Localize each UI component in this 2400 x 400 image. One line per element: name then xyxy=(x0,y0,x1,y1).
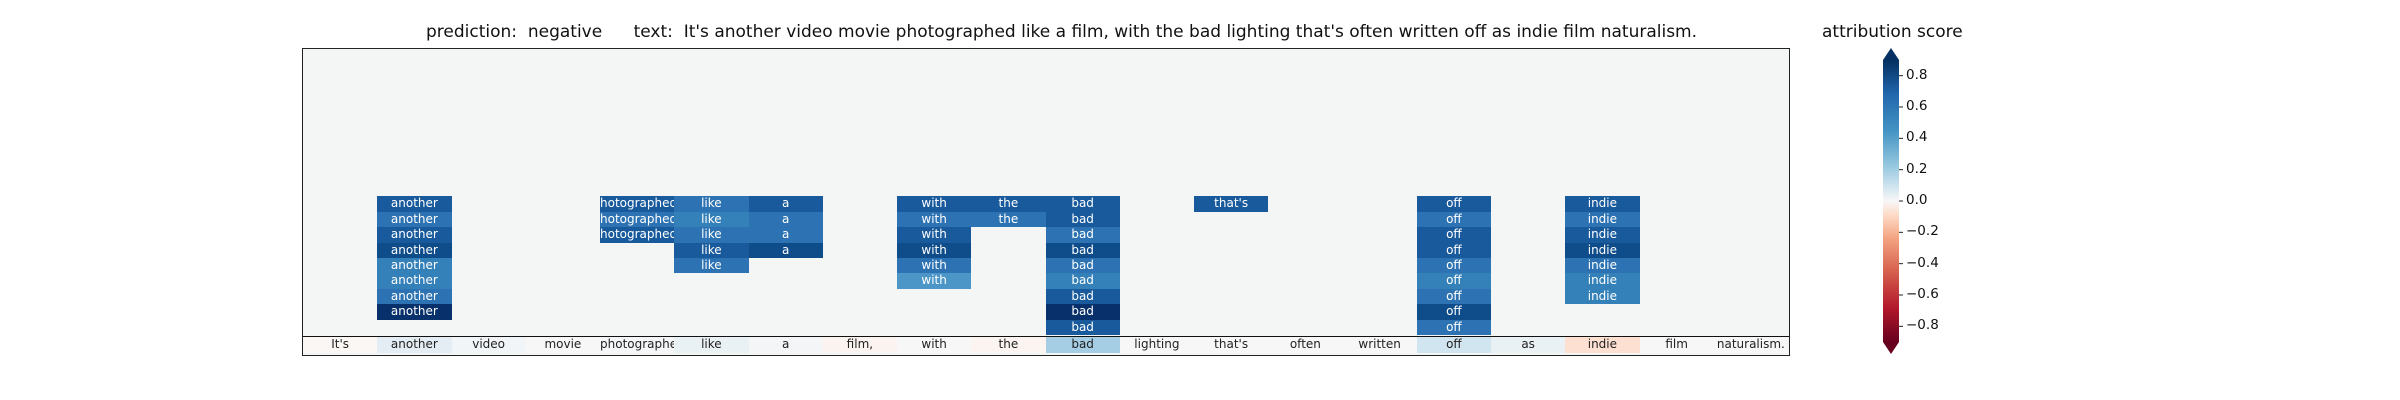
text-value: It's another video movie photographed li… xyxy=(683,22,1698,42)
attribution-cell: bad xyxy=(1045,242,1120,258)
attribution-colorbar: 0.8 0.6 0.4 0.2 0.0 −0.2 −0.4 −0.6 −0.8 xyxy=(1880,48,1939,354)
colorbar-tick-label: −0.2 xyxy=(1906,223,1939,240)
prediction-value: negative xyxy=(527,22,603,42)
attribution-cell: another xyxy=(377,304,452,320)
token-cell: indie xyxy=(1565,337,1640,353)
token-row-divider xyxy=(303,336,1789,337)
attribution-cell: indie xyxy=(1565,288,1640,305)
attribution-cell: indie xyxy=(1565,227,1640,243)
token-cell: photographed xyxy=(600,337,685,353)
colorbar-title: attribution score xyxy=(1822,22,1963,42)
attribution-cell: bad xyxy=(1045,288,1120,305)
prediction-text-title: prediction: negative text: It's another … xyxy=(426,22,1697,42)
token-cell: lighting xyxy=(1119,337,1194,353)
token-cell: It's xyxy=(303,337,378,353)
text-label: text: xyxy=(633,22,673,42)
attribution-cell: another xyxy=(377,273,452,289)
attribution-cell: the xyxy=(971,196,1046,212)
attribution-cell: indie xyxy=(1565,196,1640,212)
attribution-cell: with xyxy=(897,227,972,243)
attribution-cell: indie xyxy=(1565,242,1640,258)
attribution-cell: the xyxy=(971,211,1046,228)
attribution-cell: another xyxy=(377,196,452,212)
attribution-cell: off xyxy=(1416,258,1491,274)
token-cell: as xyxy=(1491,337,1566,353)
token-cell: a xyxy=(748,337,823,353)
token-cell: like xyxy=(674,337,749,353)
attribution-cell: another xyxy=(377,258,452,274)
attribution-cell: bad xyxy=(1045,258,1120,274)
attribution-cell: off xyxy=(1416,242,1491,258)
colorbar-tick-label: 0.0 xyxy=(1906,192,1928,208)
colorbar-extend-top xyxy=(1883,48,1899,60)
attribution-cells: It's another video movie photographed like a fi… xyxy=(303,49,1789,355)
attribution-cell: like xyxy=(674,227,749,243)
attribution-cell: indie xyxy=(1565,258,1640,274)
colorbar-tick-label: 0.8 xyxy=(1906,66,1928,83)
colorbar-tick-label: 0.4 xyxy=(1906,129,1928,146)
token-cell: off xyxy=(1416,337,1491,353)
colorbar-tick-label: −0.6 xyxy=(1906,286,1939,302)
figure-header: prediction: negative text: It's another … xyxy=(0,22,2400,42)
attribution-cell: another xyxy=(377,288,452,305)
attribution-cell: another xyxy=(377,211,452,228)
attribution-cell: hotographed xyxy=(600,196,675,212)
attribution-cell: off xyxy=(1416,273,1491,289)
attribution-cell: with xyxy=(897,196,972,212)
colorbar-extend-bottom xyxy=(1883,342,1899,354)
attribution-cell: bad xyxy=(1045,273,1120,289)
attribution-cell: that's xyxy=(1194,196,1269,212)
attribution-cell: like xyxy=(674,242,749,258)
token-cell: bad xyxy=(1045,337,1120,353)
token-cell: that's xyxy=(1194,337,1269,353)
attribution-cell: a xyxy=(748,196,823,212)
colorbar-tick-label: −0.8 xyxy=(1906,317,1939,334)
colorbar-gradient xyxy=(1883,48,1903,354)
attribution-cell: hotographed xyxy=(600,211,675,228)
attribution-cell: bad xyxy=(1045,319,1120,335)
token-cell: with xyxy=(897,337,972,353)
attribution-cell: a xyxy=(748,227,823,243)
attribution-cell: hotographed xyxy=(600,227,675,243)
token-cell: video xyxy=(451,337,526,353)
token-cell: film, xyxy=(822,337,897,353)
attribution-cell: off xyxy=(1416,211,1491,228)
attribution-cell: off xyxy=(1416,196,1491,212)
attribution-cell: like xyxy=(674,211,749,228)
attribution-cell: a xyxy=(748,242,823,258)
attribution-cell: indie xyxy=(1565,211,1640,228)
attribution-cell: like xyxy=(674,258,749,274)
colorbar-body xyxy=(1883,60,1899,342)
token-cell: naturalism. xyxy=(1713,337,1788,353)
colorbar-tick-label: −0.4 xyxy=(1906,254,1939,271)
attribution-cell: off xyxy=(1416,288,1491,305)
attribution-cell: with xyxy=(897,273,972,289)
token-cell: the xyxy=(971,337,1046,353)
attribution-plot-area: It's another video movie photographed like a fi… xyxy=(302,48,1790,356)
attribution-cell: bad xyxy=(1045,304,1120,320)
attribution-cell: another xyxy=(377,227,452,243)
attribution-cell: off xyxy=(1416,227,1491,243)
attribution-cell: bad xyxy=(1045,211,1120,228)
attribution-cell: with xyxy=(897,242,972,258)
prediction-label: prediction: xyxy=(426,22,518,42)
colorbar-tick-label: 0.2 xyxy=(1906,160,1928,177)
attribution-cell: a xyxy=(748,211,823,228)
attribution-cell: another xyxy=(377,242,452,258)
attribution-cell: bad xyxy=(1045,196,1120,212)
attribution-cell: off xyxy=(1416,319,1491,335)
attribution-cell: like xyxy=(674,196,749,212)
token-cell: often xyxy=(1268,337,1343,353)
attribution-cell: with xyxy=(897,211,972,228)
attribution-cell: indie xyxy=(1565,273,1640,289)
attribution-cell: off xyxy=(1416,304,1491,320)
attribution-cell: bad xyxy=(1045,227,1120,243)
token-cell: film xyxy=(1639,337,1714,353)
token-cell: another xyxy=(377,337,452,353)
attribution-cell: with xyxy=(897,258,972,274)
colorbar-tick-label: 0.6 xyxy=(1906,98,1928,114)
token-cell: written xyxy=(1342,337,1417,353)
token-cell: movie xyxy=(525,337,600,353)
